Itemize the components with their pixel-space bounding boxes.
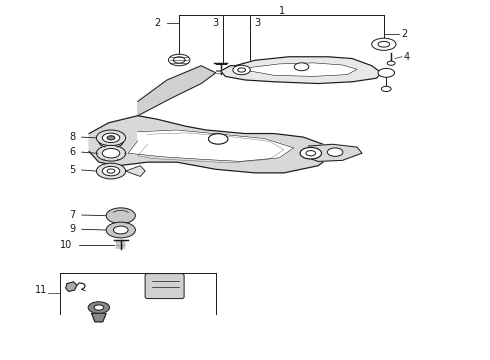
Text: 6: 6 <box>69 147 75 157</box>
Ellipse shape <box>106 208 135 224</box>
Ellipse shape <box>208 134 228 144</box>
Text: 3: 3 <box>213 18 219 28</box>
Text: 3: 3 <box>254 18 260 28</box>
Polygon shape <box>125 166 145 176</box>
Ellipse shape <box>238 68 245 72</box>
Text: 11: 11 <box>35 285 48 295</box>
Ellipse shape <box>102 133 120 143</box>
Ellipse shape <box>300 148 321 159</box>
Text: 9: 9 <box>69 224 75 234</box>
Text: 7: 7 <box>69 210 75 220</box>
Ellipse shape <box>106 222 135 238</box>
Ellipse shape <box>381 86 391 91</box>
Ellipse shape <box>306 150 316 156</box>
Polygon shape <box>128 130 294 161</box>
Ellipse shape <box>114 226 128 234</box>
Polygon shape <box>138 66 216 116</box>
Ellipse shape <box>387 61 395 65</box>
Ellipse shape <box>99 135 123 148</box>
Text: 2: 2 <box>154 18 160 28</box>
Ellipse shape <box>88 302 110 313</box>
Ellipse shape <box>372 38 396 50</box>
Text: 1: 1 <box>278 6 285 16</box>
Ellipse shape <box>102 166 120 176</box>
Ellipse shape <box>94 305 104 310</box>
Text: 5: 5 <box>69 165 75 175</box>
Ellipse shape <box>97 145 125 161</box>
Polygon shape <box>66 282 77 292</box>
Polygon shape <box>89 116 333 173</box>
Ellipse shape <box>233 65 250 75</box>
Ellipse shape <box>378 68 394 77</box>
Text: 10: 10 <box>60 240 72 250</box>
Ellipse shape <box>173 57 185 63</box>
Text: 2: 2 <box>401 28 407 39</box>
FancyBboxPatch shape <box>145 274 184 298</box>
Ellipse shape <box>97 163 125 179</box>
Ellipse shape <box>105 138 117 145</box>
Ellipse shape <box>97 130 125 146</box>
Ellipse shape <box>378 41 390 47</box>
Polygon shape <box>92 313 106 322</box>
Ellipse shape <box>294 63 309 71</box>
Polygon shape <box>308 144 362 161</box>
Polygon shape <box>220 57 381 84</box>
Ellipse shape <box>169 54 190 66</box>
Ellipse shape <box>327 148 343 156</box>
Text: 8: 8 <box>69 132 75 142</box>
Ellipse shape <box>107 136 115 140</box>
Ellipse shape <box>107 169 115 173</box>
Text: 4: 4 <box>403 52 410 62</box>
Polygon shape <box>250 63 357 76</box>
Ellipse shape <box>102 148 120 158</box>
